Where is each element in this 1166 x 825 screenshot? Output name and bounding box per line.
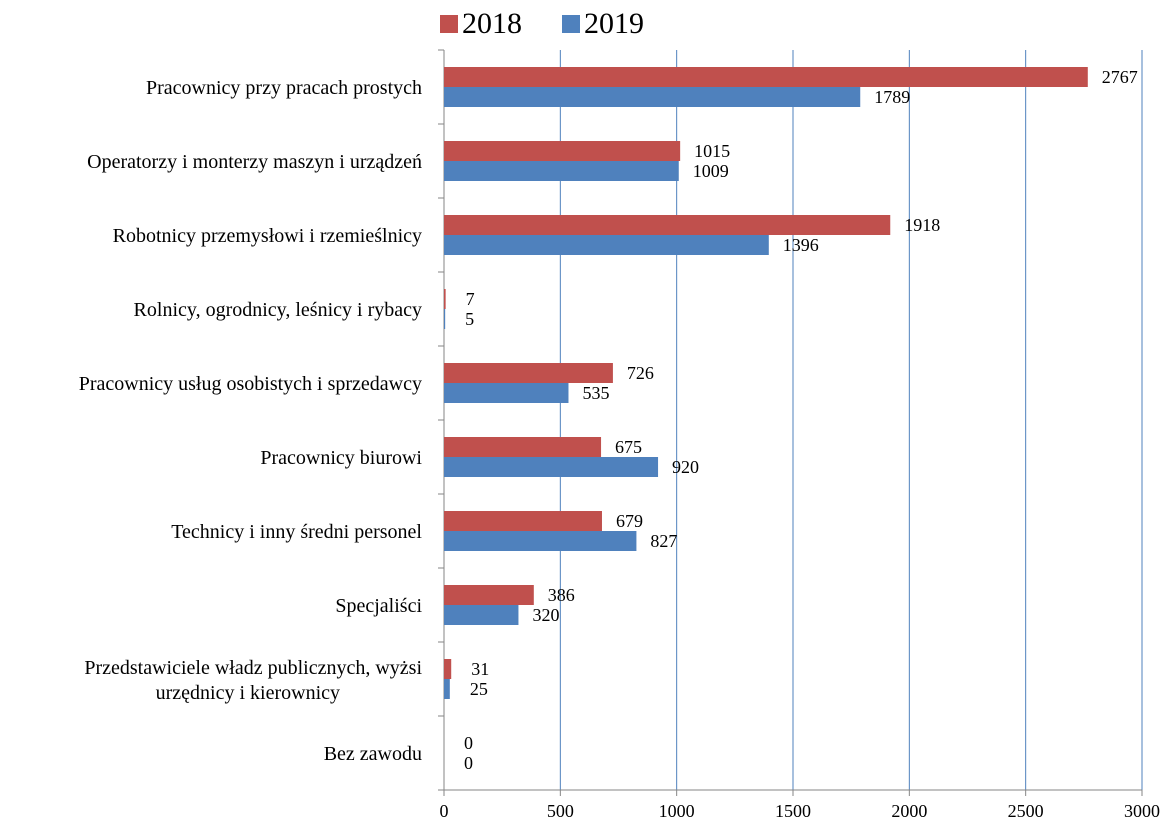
bar-2019-1 (444, 161, 679, 181)
bar-2019-6 (444, 531, 637, 551)
bar-2018-4 (444, 363, 613, 383)
data-label-2019-8: 25 (470, 679, 488, 699)
data-label-2019-9: 0 (464, 753, 473, 773)
legend: 2018 2019 (440, 8, 684, 40)
data-label-2018-8: 31 (471, 659, 489, 679)
legend-item-2019: 2019 (562, 8, 644, 40)
data-label-2018-5: 675 (615, 437, 642, 457)
category-label-0: Pracownicy przy pracach prostych (146, 77, 422, 99)
x-tick-label-2000: 2000 (891, 801, 927, 821)
data-label-2019-4: 535 (582, 383, 609, 403)
category-label-5: Pracownicy biurowi (260, 447, 422, 469)
data-label-2018-1: 1015 (694, 141, 730, 161)
data-label-2018-0: 2767 (1102, 67, 1138, 87)
category-label-2: Robotnicy przemysłowi i rzemieślnicy (113, 225, 422, 247)
bar-2018-0 (444, 67, 1088, 87)
category-label-7: Specjaliści (335, 595, 422, 617)
bar-2018-7 (444, 585, 534, 605)
data-label-2018-6: 679 (616, 511, 643, 531)
data-label-2019-2: 1396 (783, 235, 819, 255)
bar-2018-6 (444, 511, 602, 531)
bar-2019-8 (444, 679, 450, 699)
bar-2019-2 (444, 235, 769, 255)
x-tick-label-2500: 2500 (1008, 801, 1044, 821)
data-label-2018-7: 386 (548, 585, 575, 605)
category-label-4: Pracownicy usług osobistych i sprzedawcy (79, 373, 422, 395)
x-tick-label-500: 500 (547, 801, 574, 821)
bar-2019-3 (444, 309, 446, 329)
x-tick-label-3000: 3000 (1124, 801, 1160, 821)
bar-2018-1 (444, 141, 681, 161)
data-label-2019-6: 827 (650, 531, 677, 551)
legend-label-2018: 2018 (462, 7, 522, 40)
legend-swatch-2019 (562, 15, 580, 33)
data-label-2018-4: 726 (627, 363, 654, 383)
category-label-8: Przedstawiciele władz publicznych, wyżsi… (84, 657, 422, 704)
bar-2019-0 (444, 87, 861, 107)
bar-2018-5 (444, 437, 602, 457)
bar-2019-7 (444, 605, 519, 625)
bar-2018-8 (444, 659, 452, 679)
x-tick-label-0: 0 (440, 801, 449, 821)
bar-2019-5 (444, 457, 659, 477)
category-label-8-line-0: Przedstawiciele władz publicznych, wyżsi (84, 657, 422, 679)
legend-label-2019: 2019 (584, 7, 644, 40)
data-label-2019-5: 920 (672, 457, 699, 477)
bar-2019-4 (444, 383, 569, 403)
category-label-1: Operatorzy i monterzy maszyn i urządzeń (87, 151, 422, 173)
category-label-9: Bez zawodu (324, 743, 422, 765)
x-tick-label-1000: 1000 (659, 801, 695, 821)
legend-swatch-2018 (440, 15, 458, 33)
data-label-2019-1: 1009 (693, 161, 729, 181)
x-tick-label-1500: 1500 (775, 801, 811, 821)
bar-2018-2 (444, 215, 891, 235)
data-label-2019-7: 320 (532, 605, 559, 625)
category-label-6: Technicy i inny średni personel (171, 521, 422, 543)
data-label-2018-2: 1918 (904, 215, 940, 235)
category-label-3: Rolnicy, ogrodnicy, leśnicy i rybacy (134, 299, 422, 321)
bar-2018-3 (444, 289, 446, 309)
legend-item-2018: 2018 (440, 8, 522, 40)
data-label-2018-3: 7 (466, 289, 475, 309)
category-label-8-line-1: urzędnicy i kierownicy (156, 682, 340, 704)
data-label-2018-9: 0 (464, 733, 473, 753)
data-label-2019-0: 1789 (874, 87, 910, 107)
data-label-2019-3: 5 (465, 309, 474, 329)
